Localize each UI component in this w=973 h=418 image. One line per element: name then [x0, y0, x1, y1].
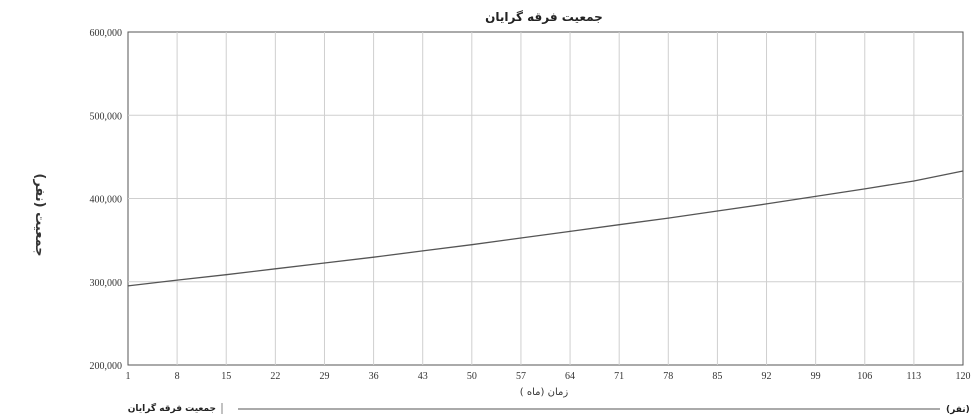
legend-unit-label: (نفر) — [946, 405, 970, 415]
x-tick-labels: 1 8 15 22 29 36 43 50 57 64 71 78 85 92 99 106 113 120 — [126, 371, 971, 382]
data-point — [569, 230, 571, 232]
x-tick-label: 29 — [319, 371, 329, 382]
x-tick-label: 64 — [565, 371, 575, 382]
y-tick-label: 600,000 — [90, 28, 123, 39]
x-tick-label: 8 — [175, 371, 180, 382]
data-point — [913, 180, 915, 182]
data-point — [520, 237, 522, 239]
series-line — [127, 170, 964, 287]
x-tick-label: 71 — [614, 371, 624, 382]
data-point — [274, 268, 276, 270]
data-point — [422, 250, 424, 252]
y-tick-label: 200,000 — [90, 361, 123, 372]
x-tick-label: 92 — [762, 371, 772, 382]
y-axis-title: جمعیت (نفر) — [32, 173, 47, 256]
y-tick-labels: 200,000 300,000 400,000 500,000 600,000 — [90, 28, 123, 372]
x-tick-label: 22 — [270, 371, 280, 382]
x-tick-label: 57 — [516, 371, 526, 382]
data-point — [176, 279, 178, 281]
data-point — [225, 274, 227, 276]
x-tick-label: 1 — [126, 371, 131, 382]
data-point — [667, 217, 669, 219]
data-point — [716, 210, 719, 212]
x-tick-label: 43 — [418, 371, 428, 382]
x-tick-label: 120 — [956, 371, 971, 382]
data-point — [127, 285, 129, 287]
data-point — [765, 203, 768, 205]
x-tick-label: 113 — [907, 371, 922, 382]
y-tick-label: 400,000 — [90, 195, 123, 206]
chart-title: جمعیت فرقه گرایان — [485, 10, 603, 24]
data-point — [372, 256, 375, 258]
x-tick-label: 78 — [663, 371, 673, 382]
grid-lines — [128, 32, 963, 365]
x-tick-label: 50 — [467, 371, 477, 382]
data-point — [864, 188, 866, 190]
data-point — [323, 262, 326, 264]
x-tick-label: 36 — [369, 371, 379, 382]
data-point — [962, 170, 964, 172]
x-tick-label: 106 — [857, 371, 872, 382]
x-tick-label: 85 — [712, 371, 722, 382]
y-tick-label: 500,000 — [90, 111, 123, 122]
data-point — [618, 224, 620, 226]
x-tick-label: 99 — [811, 371, 821, 382]
series-layer — [127, 170, 964, 287]
data-point — [815, 195, 817, 198]
y-tick-label: 300,000 — [90, 278, 123, 289]
legend-series-name: جمعیت فرقه گرایان — [128, 402, 216, 414]
legend: جمعیت فرقه گرایان (نفر) — [128, 402, 970, 415]
x-tick-label: 15 — [221, 371, 231, 382]
data-point — [471, 244, 473, 246]
x-axis-title: زمان (ماه ) — [520, 387, 569, 398]
